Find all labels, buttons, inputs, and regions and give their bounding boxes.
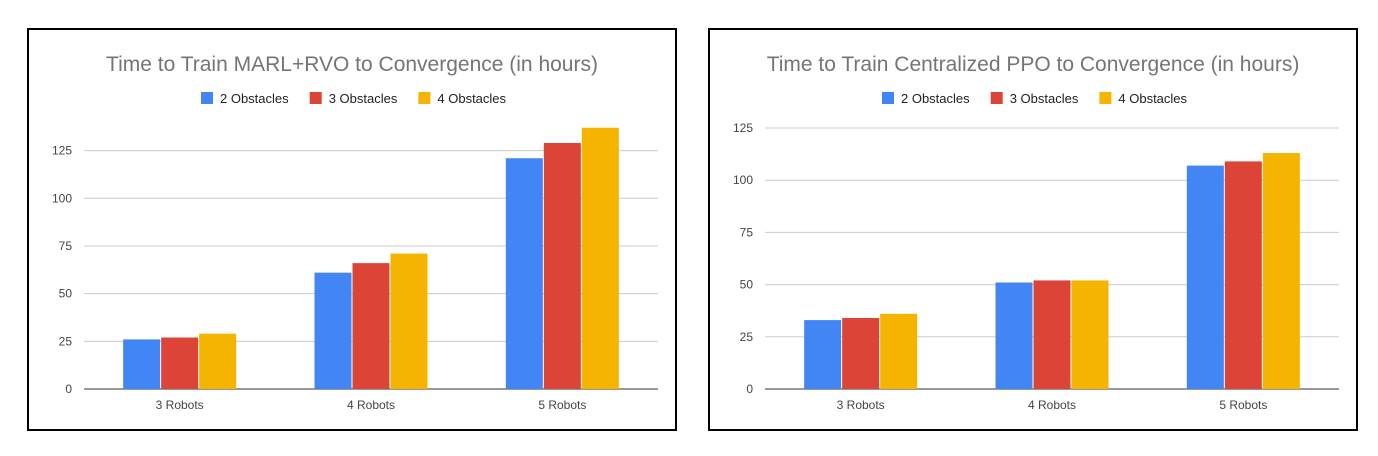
bar [161,337,199,389]
y-tick-label: 100 [52,191,72,205]
bar [1033,280,1071,389]
legend-swatch [882,92,894,104]
x-tick-label: 4 Robots [1028,398,1076,412]
bar [390,253,428,389]
legend-swatch [990,92,1003,104]
chart-title: Time to Train MARL+RVO to Convergence (i… [106,53,598,76]
bar [842,318,880,389]
chart-svg-centralized-ppo: Time to Train Centralized PPO to Converg… [733,53,1339,412]
y-tick-label: 25 [59,334,73,348]
legend-swatch [201,92,213,104]
legend-label: 4 Obstacles [1118,91,1187,106]
y-tick-label: 100 [733,173,753,187]
bar [1071,280,1109,389]
legend-swatch [309,92,322,104]
bar [199,333,237,389]
y-tick-label: 125 [52,144,72,158]
legend-swatch [418,92,431,104]
legend-swatch [1099,92,1112,104]
y-tick-label: 50 [740,278,754,292]
chart-marl-rvo: Time to Train MARL+RVO to Convergence (i… [27,28,677,431]
bar [1262,153,1300,389]
chart-centralized-ppo: Time to Train Centralized PPO to Converg… [708,28,1358,431]
legend-label: 3 Obstacles [1010,91,1079,106]
bar [1224,161,1262,389]
legend-label: 2 Obstacles [220,91,289,106]
y-tick-label: 125 [733,121,753,135]
y-tick-label: 75 [59,239,73,253]
x-tick-label: 3 Robots [156,398,204,412]
bar [995,282,1033,389]
legend-label: 3 Obstacles [329,91,398,106]
y-tick-label: 75 [740,225,754,239]
x-tick-label: 5 Robots [538,398,586,412]
chart-title: Time to Train Centralized PPO to Converg… [767,53,1300,76]
chart-svg-marl-rvo: Time to Train MARL+RVO to Convergence (i… [52,53,658,412]
bar [123,339,161,389]
x-tick-label: 4 Robots [347,398,395,412]
bar [880,313,918,389]
bar [505,158,543,389]
x-tick-label: 3 Robots [837,398,885,412]
y-tick-label: 0 [746,382,753,396]
bar [804,320,842,389]
bar [1186,165,1224,389]
x-tick-label: 5 Robots [1219,398,1267,412]
bar [581,127,619,389]
y-tick-label: 25 [740,330,754,344]
y-tick-label: 0 [65,382,72,396]
bar [543,142,581,389]
bar [352,263,390,389]
bar [314,272,352,389]
legend-label: 4 Obstacles [437,91,506,106]
legend-label: 2 Obstacles [901,91,970,106]
y-tick-label: 50 [59,287,73,301]
